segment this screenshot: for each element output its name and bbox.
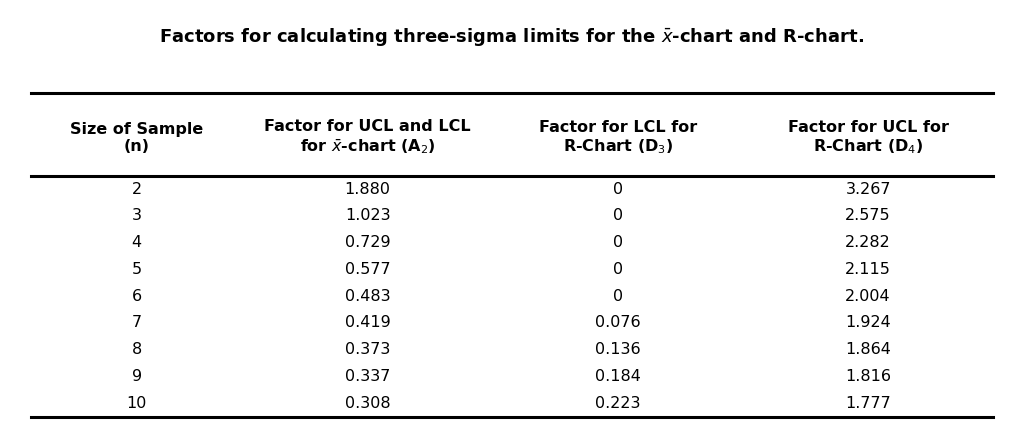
- Text: 0: 0: [612, 208, 623, 224]
- Text: 7: 7: [131, 316, 141, 330]
- Text: Factor for UCL and LCL
for $\bar{x}$-chart (A$_2$): Factor for UCL and LCL for $\bar{x}$-cha…: [264, 119, 471, 156]
- Text: 9: 9: [131, 369, 141, 384]
- Text: Factor for LCL for
R-Chart (D$_3$): Factor for LCL for R-Chart (D$_3$): [539, 119, 697, 156]
- Text: 3.267: 3.267: [846, 182, 891, 197]
- Text: Factors for calculating three-sigma limits for the $\bar{x}$-chart and R-chart.: Factors for calculating three-sigma limi…: [160, 26, 864, 48]
- Text: 0.729: 0.729: [345, 235, 390, 250]
- Text: 0.419: 0.419: [345, 316, 390, 330]
- Text: 10: 10: [126, 396, 146, 411]
- Text: 2: 2: [131, 182, 141, 197]
- Text: 8: 8: [131, 342, 141, 357]
- Text: 0: 0: [612, 262, 623, 277]
- Text: 0.337: 0.337: [345, 369, 390, 384]
- Text: 0.483: 0.483: [345, 289, 390, 304]
- Text: 2.004: 2.004: [846, 289, 891, 304]
- Text: 1.777: 1.777: [845, 396, 891, 411]
- Text: 6: 6: [131, 289, 141, 304]
- Text: Size of Sample
(n): Size of Sample (n): [70, 122, 203, 154]
- Text: 0.076: 0.076: [595, 316, 641, 330]
- Text: 0: 0: [612, 289, 623, 304]
- Text: 3: 3: [132, 208, 141, 224]
- Text: 1.816: 1.816: [845, 369, 891, 384]
- Text: 0.373: 0.373: [345, 342, 390, 357]
- Text: 0.223: 0.223: [595, 396, 641, 411]
- Text: 1.924: 1.924: [845, 316, 891, 330]
- Text: 0.577: 0.577: [345, 262, 390, 277]
- Text: 2.575: 2.575: [846, 208, 891, 224]
- Text: 4: 4: [131, 235, 141, 250]
- Text: 2.282: 2.282: [845, 235, 891, 250]
- Text: 0.184: 0.184: [595, 369, 641, 384]
- Text: Factor for UCL for
R-Chart (D$_4$): Factor for UCL for R-Chart (D$_4$): [787, 119, 948, 156]
- Text: 0.308: 0.308: [345, 396, 390, 411]
- Text: 0.136: 0.136: [595, 342, 641, 357]
- Text: 2.115: 2.115: [845, 262, 891, 277]
- Text: 1.023: 1.023: [345, 208, 390, 224]
- Text: 0: 0: [612, 235, 623, 250]
- Text: 1.864: 1.864: [845, 342, 891, 357]
- Text: 0: 0: [612, 182, 623, 197]
- Text: 1.880: 1.880: [345, 182, 390, 197]
- Text: 5: 5: [131, 262, 141, 277]
